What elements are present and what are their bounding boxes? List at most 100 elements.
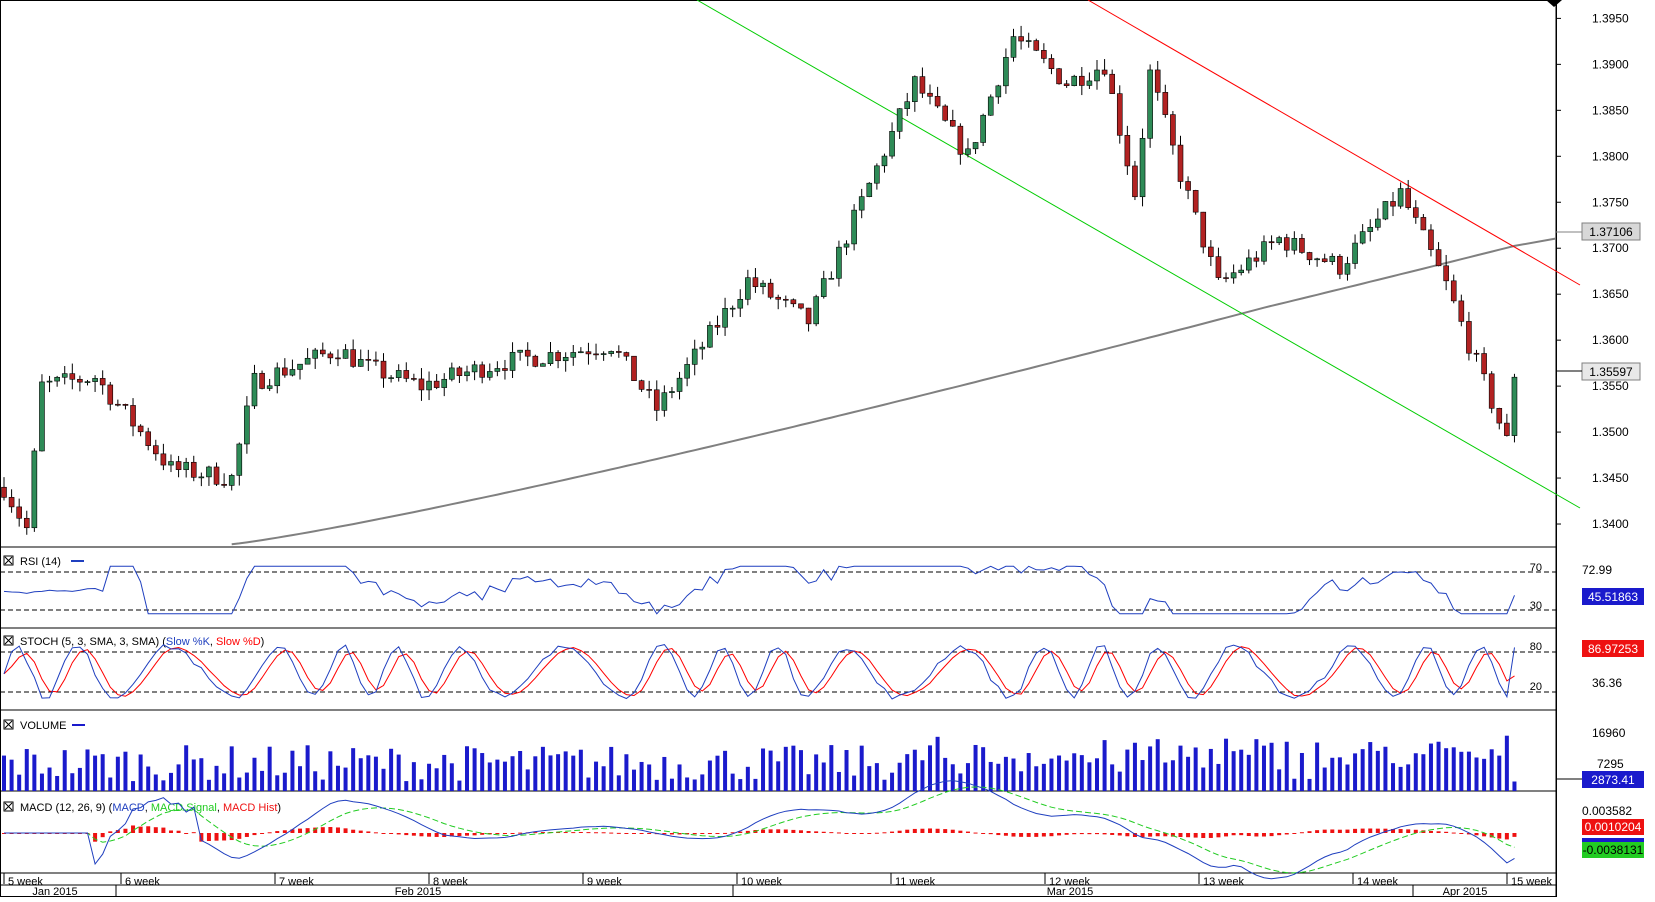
volume-bar: [753, 778, 758, 791]
volume-bar: [768, 750, 773, 791]
candle-body: [676, 377, 683, 392]
volume-bar: [1307, 778, 1312, 791]
macd-hist-bar: [1307, 831, 1312, 833]
volume-bar: [1155, 739, 1160, 791]
candle-body: [122, 404, 129, 406]
macd-hist-bar: [1186, 833, 1191, 838]
macd-hist-bar: [1178, 833, 1183, 837]
candle-body: [395, 370, 402, 378]
candle-body: [1079, 75, 1085, 86]
candle-body: [1473, 352, 1480, 355]
volume-bar: [1231, 751, 1236, 791]
candle-body: [957, 125, 964, 155]
volume-bar: [146, 766, 151, 791]
macd-hist-bar: [631, 833, 636, 834]
candle-body: [115, 403, 121, 406]
macd-hist-bar: [829, 832, 834, 834]
candle-body: [77, 378, 83, 383]
volume-bar: [798, 750, 803, 791]
candle-body: [631, 355, 637, 381]
macd-hist-bar: [965, 831, 970, 833]
candle-body: [638, 380, 645, 390]
candle-body: [608, 351, 615, 354]
volume-bar: [715, 755, 720, 791]
price-tick-label: 1.3850: [1592, 103, 1629, 117]
candle-body: [342, 349, 349, 359]
volume-bar: [1193, 747, 1198, 791]
macd-hist-bar: [1466, 833, 1471, 835]
macd-hist-bar: [1299, 832, 1304, 834]
candle-body: [1359, 231, 1366, 244]
macd-hist-bar: [791, 829, 796, 833]
volume-bar: [685, 777, 690, 791]
volume-bar: [965, 763, 970, 791]
volume-bar: [267, 746, 272, 791]
macd-hist-bar: [1117, 833, 1122, 836]
candle-body: [1139, 137, 1146, 198]
candle-body: [965, 148, 971, 155]
candle-body: [486, 371, 493, 378]
macd-hist-bar: [518, 832, 523, 834]
macd-hist-bar: [1474, 833, 1479, 836]
macd-hist-bar: [1019, 833, 1024, 837]
volume-bar: [1049, 758, 1054, 791]
volume-bar: [328, 751, 333, 791]
macd-hist-bar: [1497, 833, 1502, 839]
macd-hist-bar: [707, 833, 712, 834]
candle-body: [585, 351, 592, 355]
resistance-trendline[interactable]: [1087, 0, 1581, 286]
macd-hist-bar: [381, 833, 386, 834]
volume-bar: [313, 771, 318, 791]
volume-bar: [131, 781, 136, 791]
stoch-panel[interactable]: STOCH (5, 3, SMA, 3, SMA) (Slow %K, Slow…: [0, 635, 1556, 700]
volume-bar: [335, 765, 340, 791]
macd-hist-bar: [988, 833, 993, 835]
macd-panel[interactable]: MACD (12, 26, 9) (MACD, MACD Signal, MAC…: [2, 780, 1517, 880]
candlesticks: [1, 25, 1518, 535]
macd-hist-bar: [131, 825, 136, 833]
macd-hist-bar: [1041, 833, 1046, 837]
volume-close-icon: [4, 720, 13, 729]
volume-bar: [214, 765, 219, 791]
macd-hist-bar: [669, 833, 674, 835]
macd-hist-bar: [168, 830, 173, 833]
candle-body: [836, 246, 842, 279]
candle-body: [1375, 218, 1381, 228]
volume-bar: [935, 736, 940, 791]
volume-panel[interactable]: VOLUME: [2, 719, 1517, 791]
candle-body: [31, 450, 38, 529]
candle-body: [502, 368, 508, 371]
price-panel[interactable]: [1, 0, 1581, 546]
volume-bar: [1034, 766, 1039, 791]
candle-body: [1230, 272, 1237, 279]
candle-body: [570, 352, 577, 358]
volume-bar: [867, 766, 872, 791]
candle-body: [661, 392, 668, 411]
macd-hist-bar: [943, 829, 948, 833]
candle-body: [752, 277, 759, 288]
scroll-marker-icon[interactable]: [1546, 0, 1562, 7]
macd-value-label: -0.0038131: [1583, 843, 1644, 857]
volume-bar: [556, 754, 561, 791]
candle-body: [153, 445, 159, 455]
volume-bar: [601, 766, 606, 791]
macd-hist-bar: [806, 831, 811, 833]
candle-body: [206, 466, 212, 478]
macd-hist-bar: [1064, 833, 1069, 835]
candle-body: [896, 108, 903, 132]
volume-bar: [419, 779, 424, 791]
candle-body: [1132, 165, 1138, 198]
macd-hist-bar: [123, 828, 128, 833]
volume-bar: [1330, 757, 1335, 791]
volume-bar: [761, 748, 766, 791]
rsi-title: RSI (14): [20, 556, 61, 568]
candle-body: [259, 372, 265, 389]
volume-bar: [1489, 749, 1494, 791]
volume-bar: [1299, 752, 1304, 791]
rsi-panel[interactable]: RSI (14) 70 30: [0, 555, 1556, 615]
candle-body: [828, 277, 835, 280]
stoch-slow-k-path: [3, 644, 1515, 700]
support-trendline[interactable]: [696, 0, 1581, 509]
candle-body: [388, 377, 394, 379]
candle-body: [1299, 238, 1305, 253]
